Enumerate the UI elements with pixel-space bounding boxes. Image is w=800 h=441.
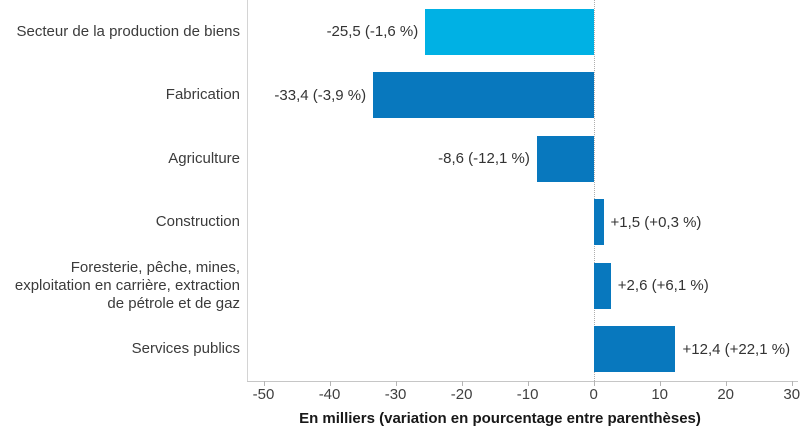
x-tick-label: 20 [717, 386, 735, 403]
value-label: -33,4 (-3,9 %) [274, 86, 367, 104]
category-label: Fabrication [165, 86, 240, 104]
x-tick-mark [791, 381, 793, 386]
x-tick-mark [329, 381, 331, 386]
value-label: +12,4 (+22,1 %) [682, 340, 791, 358]
category-label: Agriculture [168, 149, 240, 167]
x-tick-mark [395, 381, 397, 386]
x-tick-label: -10 [516, 386, 539, 403]
x-tick-label: 0 [589, 386, 598, 403]
x-tick-mark [593, 381, 595, 386]
x-tick-mark [527, 381, 529, 386]
category-label: Foresterie, pêche, mines, exploitation e… [14, 258, 240, 312]
category-label: Construction [155, 213, 240, 231]
x-tick-mark [263, 381, 265, 386]
bar [593, 262, 611, 309]
x-tick-label: 10 [651, 386, 668, 403]
category-label: Secteur de la production de biens [16, 22, 240, 40]
value-label: +2,6 (+6,1 %) [617, 277, 709, 295]
x-tick-mark [659, 381, 661, 386]
bar [593, 326, 676, 373]
x-axis-title: En milliers (variation en pourcentage en… [299, 410, 701, 427]
x-tick-label: -20 [450, 386, 473, 403]
x-axis-line [247, 381, 798, 382]
bar [425, 8, 594, 55]
value-label: +1,5 (+0,3 %) [610, 213, 702, 231]
x-tick-label: -50 [252, 386, 275, 403]
bar [373, 72, 594, 119]
x-tick-label: 30 [783, 386, 800, 403]
category-label: Services publics [131, 340, 240, 358]
x-tick-label: -40 [318, 386, 341, 403]
x-tick-mark [725, 381, 727, 386]
bar [593, 199, 604, 246]
bar [536, 135, 594, 182]
value-label: -8,6 (-12,1 %) [438, 150, 530, 168]
y-axis-line [247, 0, 248, 381]
x-tick-mark [461, 381, 463, 386]
x-tick-label: -30 [384, 386, 407, 403]
zero-gridline [593, 0, 595, 381]
value-label: -25,5 (-1,6 %) [326, 23, 419, 41]
